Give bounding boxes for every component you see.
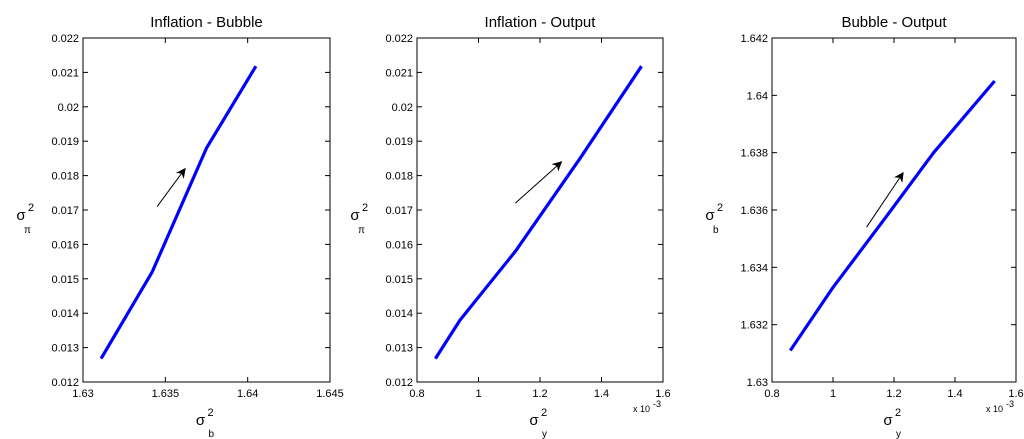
y-tick-label: 0.017 — [385, 205, 413, 217]
x-exponent-label: x 10 — [986, 404, 1003, 414]
y-axis-label-sub: π — [24, 225, 31, 236]
y-tick-label: 0.016 — [51, 239, 79, 251]
x-axis-label-sub: y — [896, 429, 901, 439]
y-tick-label: 0.013 — [385, 343, 413, 355]
plot-frame — [82, 37, 331, 383]
y-tick-label: 0.022 — [385, 33, 413, 45]
x-tick-label: 1.4 — [947, 388, 962, 400]
x-tick-label: 0.8 — [409, 388, 424, 400]
y-tick-label: 1.632 — [740, 320, 768, 332]
x-exponent-label: x 10 — [633, 404, 650, 414]
x-tick-label: 1.635 — [152, 388, 180, 400]
x-axis-label-symbol: σ — [529, 412, 539, 429]
y-axis-label-sup: 2 — [28, 202, 34, 214]
chart-title: Bubble - Output — [841, 14, 947, 31]
chart-title: Inflation - Output — [485, 14, 597, 31]
y-tick-label: 0.015 — [51, 274, 79, 286]
chart-title: Inflation - Bubble — [150, 14, 263, 31]
y-axis-label-sup: 2 — [362, 202, 368, 214]
x-exponent-power: -3 — [653, 399, 661, 409]
y-tick-label: 0.014 — [51, 308, 79, 320]
x-axis-label-symbol: σ — [196, 412, 206, 429]
y-axis-label-sup: 2 — [717, 202, 723, 214]
y-axis-label-symbol: σ — [350, 207, 360, 224]
y-tick-label: 1.63 — [747, 377, 768, 389]
y-axis-label-symbol: σ — [16, 207, 26, 224]
direction-arrow — [866, 171, 904, 228]
y-tick-label: 1.636 — [740, 205, 768, 217]
x-tick-label: 1.4 — [594, 388, 609, 400]
y-tick-label: 1.64 — [747, 90, 768, 102]
y-tick-label: 0.016 — [385, 239, 413, 251]
y-tick-label: 0.012 — [51, 377, 79, 389]
x-tick-label: 1 — [830, 388, 836, 400]
y-tick-label: 0.019 — [51, 136, 79, 148]
plot-frame — [771, 37, 1017, 383]
direction-arrow — [515, 161, 563, 204]
x-axis-label-symbol: σ — [883, 412, 893, 429]
y-tick-label: 0.018 — [385, 171, 413, 183]
y-tick-label: 0.019 — [385, 136, 413, 148]
x-axis-label-sup: 2 — [541, 407, 547, 419]
y-tick-label: 0.017 — [51, 205, 79, 217]
y-axis-label-sub: b — [713, 225, 719, 236]
x-tick-label: 1.6 — [655, 388, 670, 400]
y-tick-label: 0.015 — [385, 274, 413, 286]
x-tick-label: 1.6 — [1008, 388, 1023, 400]
y-tick-label: 0.02 — [392, 102, 413, 114]
subplot-1: 1.63 1.635 1.64 1.645 0.012 0.013 0.014 0.015 0.… — [16, 14, 343, 439]
y-axis-label-sub: π — [358, 225, 365, 236]
series-line — [434, 65, 643, 360]
x-exponent-power: -3 — [1006, 399, 1014, 409]
y-tick-label: 1.642 — [740, 33, 768, 45]
x-tick-label: 1 — [475, 388, 481, 400]
x-axis-label-sup: 2 — [895, 407, 901, 419]
x-tick-label: 1.63 — [72, 388, 93, 400]
subplot-2: 0.8 1 1.2 1.4 1.6 0.012 0.013 0.014 0.015 0.016 0.… — [350, 14, 670, 439]
x-tick-label: 1.64 — [237, 388, 258, 400]
y-tick-label: 0.014 — [385, 308, 413, 320]
direction-arrow — [156, 167, 186, 207]
y-tick-label: 0.021 — [51, 67, 79, 79]
y-tick-label: 1.638 — [740, 148, 768, 160]
y-tick-label: 0.018 — [51, 171, 79, 183]
y-tick-label: 0.02 — [58, 102, 79, 114]
series-line — [99, 65, 258, 360]
y-axis-label-symbol: σ — [705, 207, 715, 224]
x-tick-label: 1.2 — [532, 388, 547, 400]
series-line — [788, 79, 996, 352]
subplot-3: 0.8 1 1.2 1.4 1.6 1.63 1.632 1.634 1.636 1.638 1.6… — [705, 14, 1023, 439]
x-tick-label: 1.645 — [316, 388, 344, 400]
x-tick-label: 0.8 — [764, 388, 779, 400]
x-axis-label-sup: 2 — [208, 407, 214, 419]
x-axis-label-sub: y — [542, 429, 547, 439]
y-tick-label: 0.013 — [51, 343, 79, 355]
y-tick-label: 1.634 — [740, 262, 768, 274]
y-tick-label: 0.021 — [385, 67, 413, 79]
x-tick-label: 1.2 — [886, 388, 901, 400]
y-tick-label: 0.022 — [51, 33, 79, 45]
x-axis-label-sub: b — [209, 429, 215, 439]
y-tick-label: 0.012 — [385, 377, 413, 389]
